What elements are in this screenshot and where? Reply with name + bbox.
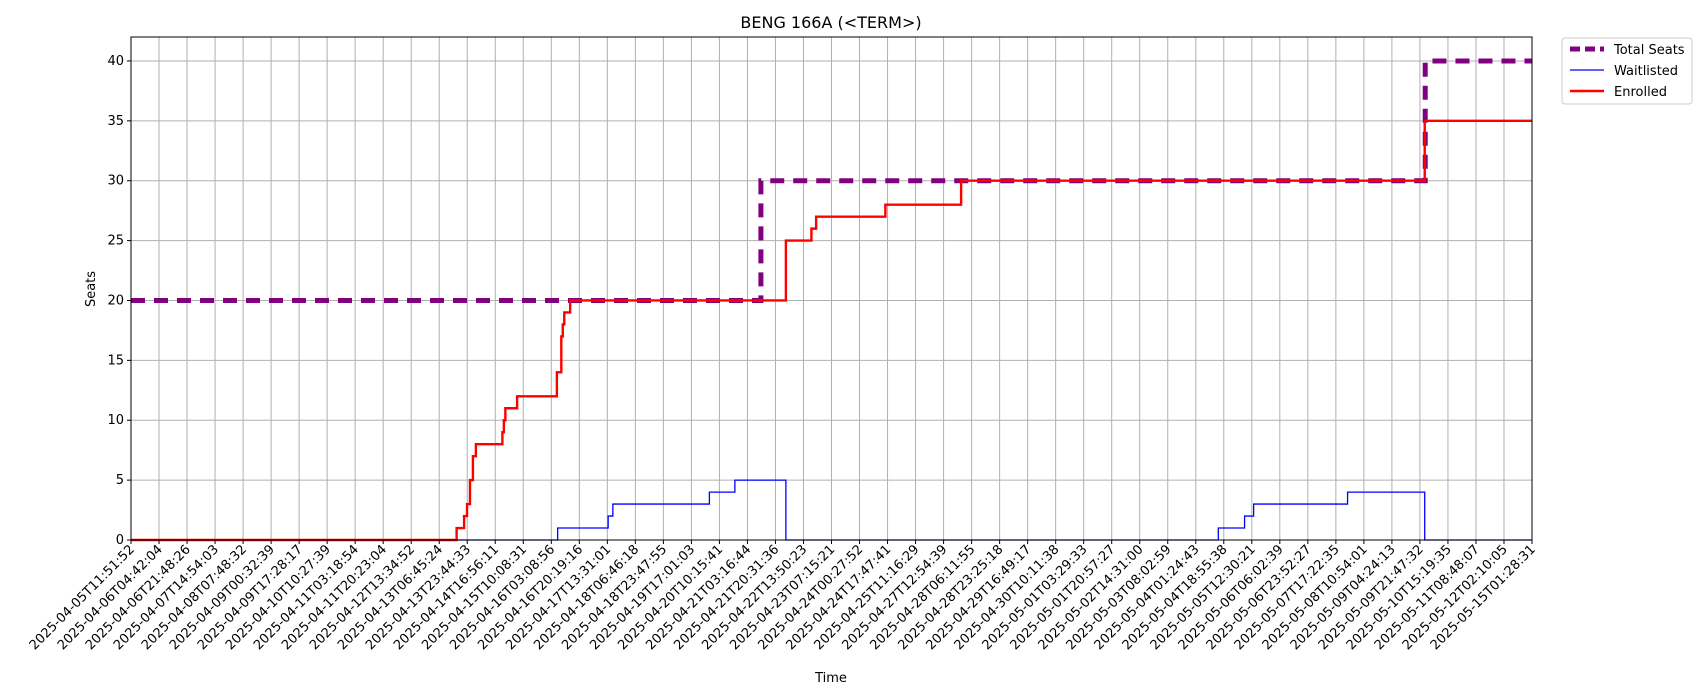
series-waitlisted-line <box>131 479 1532 541</box>
x-axis-label: Time <box>814 671 847 686</box>
y-tick-label: 25 <box>107 234 124 249</box>
legend-items: Total Seats Waitlisted Enrolled <box>1570 43 1685 100</box>
y-axis-ticks: 0 5 10 15 20 25 30 35 40 <box>107 54 131 548</box>
legend: Total Seats Waitlisted Enrolled <box>1561 37 1693 105</box>
legend-frame <box>1561 37 1693 105</box>
legend-label: Total Seats <box>1613 43 1685 58</box>
grid-lines <box>130 37 1533 541</box>
y-tick-label: 15 <box>107 353 124 368</box>
y-tick-label: 10 <box>107 413 124 428</box>
y-tick-label: 40 <box>107 54 124 69</box>
chart-title: BENG 166A (<TERM>) <box>740 13 921 32</box>
y-tick-label: 35 <box>107 114 124 129</box>
series-lines <box>131 58 1532 542</box>
series-enrolled-line <box>131 119 1532 542</box>
legend-label: Waitlisted <box>1614 64 1678 79</box>
y-tick-label: 5 <box>116 473 124 488</box>
y-tick-label: 20 <box>107 293 124 308</box>
legend-label: Enrolled <box>1614 85 1667 100</box>
x-axis-ticks: 2025-04-05T11:51:522025-04-06T04:42:0420… <box>27 540 1539 653</box>
y-tick-label: 30 <box>107 174 124 189</box>
y-tick-label: 0 <box>116 533 124 548</box>
y-axis-label: Seats <box>84 271 99 307</box>
